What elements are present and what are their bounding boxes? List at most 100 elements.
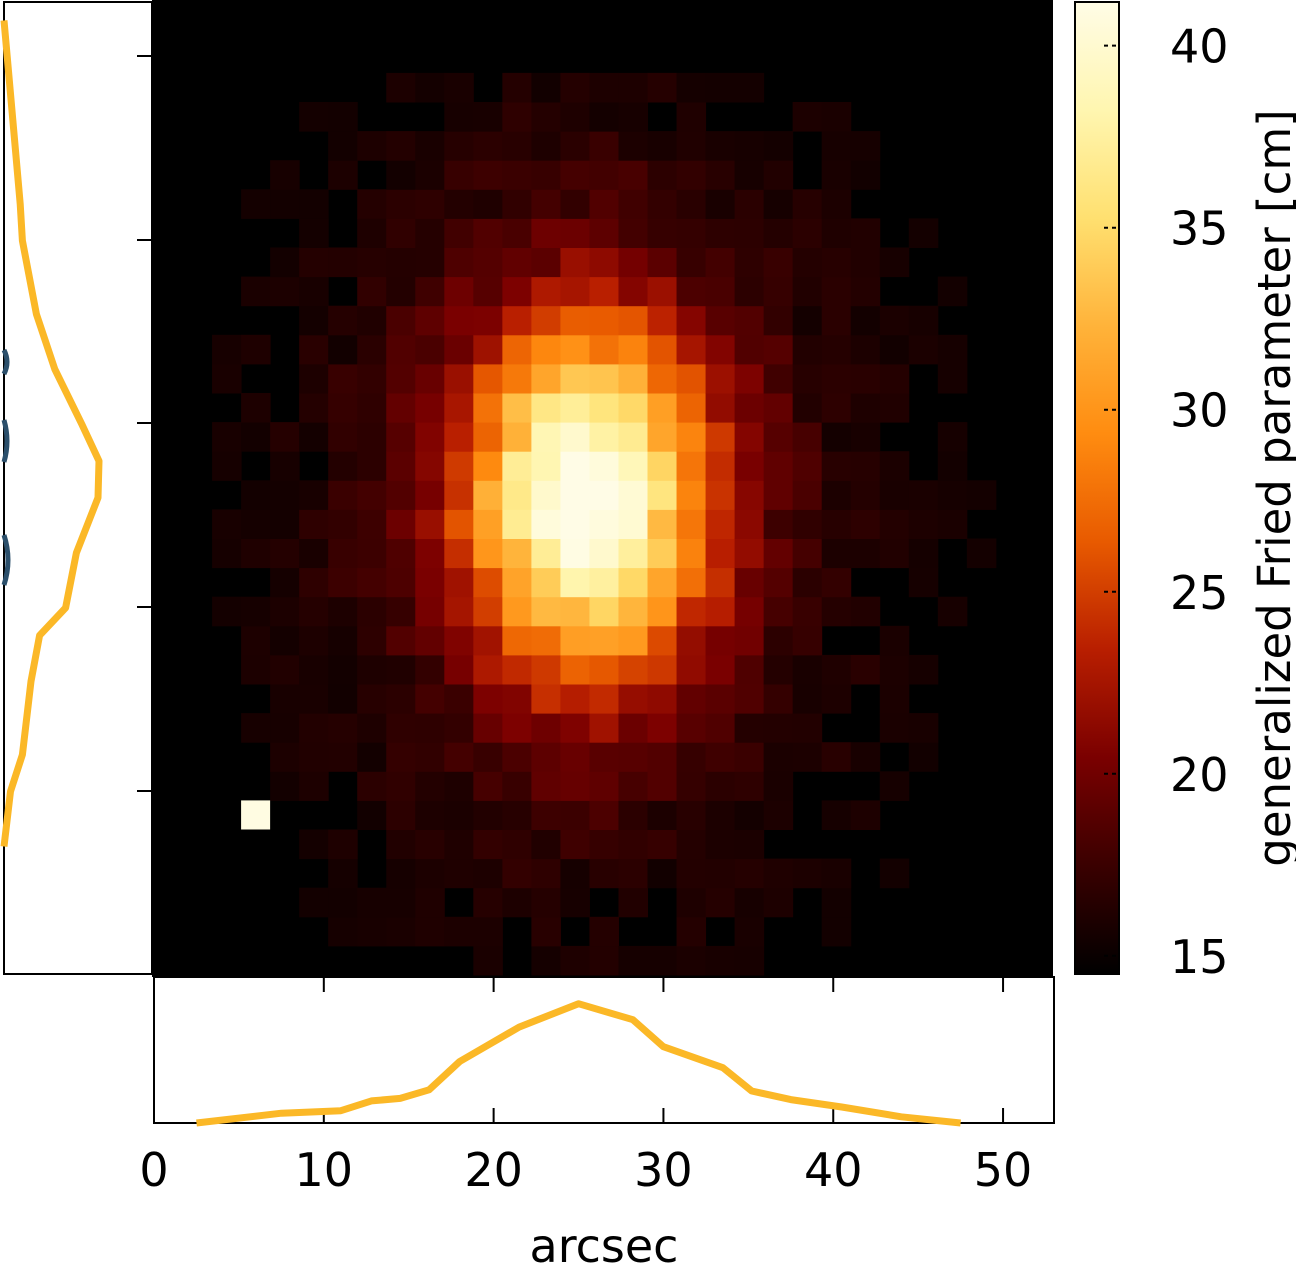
heatmap-cell <box>618 218 649 248</box>
heatmap-cell <box>299 480 329 510</box>
heatmap-cell <box>763 189 794 219</box>
heatmap-cell <box>850 218 881 248</box>
heatmap-cell <box>531 334 561 365</box>
heatmap-cell <box>850 276 881 307</box>
heatmap-cell <box>502 858 532 889</box>
heatmap-cell <box>299 363 329 394</box>
heatmap-cell <box>734 538 765 569</box>
heatmap-cell <box>473 538 503 569</box>
heatmap-cell <box>270 509 300 539</box>
heatmap-cell <box>560 247 590 278</box>
heatmap-cell <box>328 742 358 772</box>
heatmap-cell <box>560 858 590 889</box>
heatmap-cell <box>560 131 590 161</box>
heatmap-cell <box>560 887 590 918</box>
heatmap-cell <box>908 654 939 685</box>
heatmap-cell <box>850 742 881 772</box>
heatmap-cell <box>270 654 300 685</box>
heatmap-cell <box>357 654 387 685</box>
heatmap-cell <box>502 800 532 830</box>
heatmap-cell <box>560 684 590 714</box>
heatmap-cell <box>531 160 561 190</box>
heatmap-cell <box>473 451 503 481</box>
heatmap-cell <box>618 887 649 918</box>
heatmap-cell <box>589 480 619 510</box>
heatmap-cell <box>618 393 649 423</box>
heatmap-cell <box>705 451 736 481</box>
heatmap-cell <box>618 334 649 365</box>
heatmap-cell <box>676 160 707 190</box>
heatmap-cell <box>589 916 619 947</box>
heatmap-cell <box>792 713 823 743</box>
heatmap-cell <box>937 276 968 307</box>
heatmap-cell <box>734 654 765 685</box>
heatmap-cell <box>647 829 678 860</box>
heatmap-cell <box>647 189 678 219</box>
heatmap-cell <box>560 800 590 830</box>
heatmap-cell <box>589 102 619 132</box>
heatmap-cell <box>386 422 416 452</box>
heatmap-cell <box>386 247 416 278</box>
heatmap-cell <box>502 131 532 161</box>
heatmap-cell <box>299 102 329 132</box>
heatmap-cell <box>531 509 561 539</box>
heatmap-cell <box>589 131 619 161</box>
heatmap-cell <box>415 247 445 278</box>
heatmap-cell <box>473 829 503 860</box>
heatmap-cell <box>908 713 939 743</box>
heatmap-cell <box>618 945 649 976</box>
heatmap-cell <box>386 567 416 598</box>
heatmap-cell <box>328 305 358 336</box>
heatmap-cell <box>415 509 445 539</box>
x-tick-label: 50 <box>974 1143 1033 1197</box>
heatmap-cell <box>415 713 445 743</box>
heatmap-cell <box>415 829 445 860</box>
heatmap-cell <box>415 596 445 627</box>
heatmap-cell <box>589 538 619 569</box>
heatmap-cell <box>821 102 852 132</box>
heatmap-cell <box>531 829 561 860</box>
heatmap-cell <box>850 422 881 452</box>
left-profile-marks <box>1 348 11 586</box>
heatmap-cell <box>270 684 300 714</box>
heatmap-cell <box>734 189 765 219</box>
heatmap-cell <box>647 596 678 627</box>
heatmap-cell <box>647 538 678 569</box>
heatmap-cell <box>415 189 445 219</box>
heatmap-cell <box>937 334 968 365</box>
heatmap-cell <box>589 393 619 423</box>
heatmap-cell <box>386 363 416 394</box>
heatmap-cell <box>589 567 619 598</box>
heatmap-cell <box>937 596 968 627</box>
heatmap-cell <box>444 538 474 569</box>
heatmap-cell <box>415 771 445 801</box>
heatmap-cell <box>560 72 590 103</box>
heatmap-cell <box>821 887 852 918</box>
heatmap-cell <box>589 713 619 743</box>
heatmap-cell <box>502 654 532 685</box>
heatmap-cell <box>473 596 503 627</box>
heatmap-cell <box>821 684 852 714</box>
heatmap-cell <box>879 247 910 278</box>
heatmap-cell <box>618 829 649 860</box>
heatmap-cell <box>444 829 474 860</box>
heatmap-cell <box>386 131 416 161</box>
heatmap-cell <box>618 276 649 307</box>
heatmap-cell <box>502 509 532 539</box>
heatmap-cell <box>879 684 910 714</box>
heatmap-cell <box>705 189 736 219</box>
heatmap-cell <box>473 567 503 598</box>
heatmap-cell <box>966 480 997 510</box>
heatmap-cell <box>763 887 794 918</box>
heatmap-cell <box>647 480 678 510</box>
heatmap-cell <box>415 538 445 569</box>
heatmap-cell <box>618 596 649 627</box>
heatmap-cell <box>502 305 532 336</box>
heatmap-cell <box>850 247 881 278</box>
heatmap-cell <box>241 509 271 539</box>
heatmap-cell <box>444 916 474 947</box>
heatmap-cell <box>676 771 707 801</box>
heatmap-cell <box>647 625 678 656</box>
heatmap-cell <box>415 887 445 918</box>
